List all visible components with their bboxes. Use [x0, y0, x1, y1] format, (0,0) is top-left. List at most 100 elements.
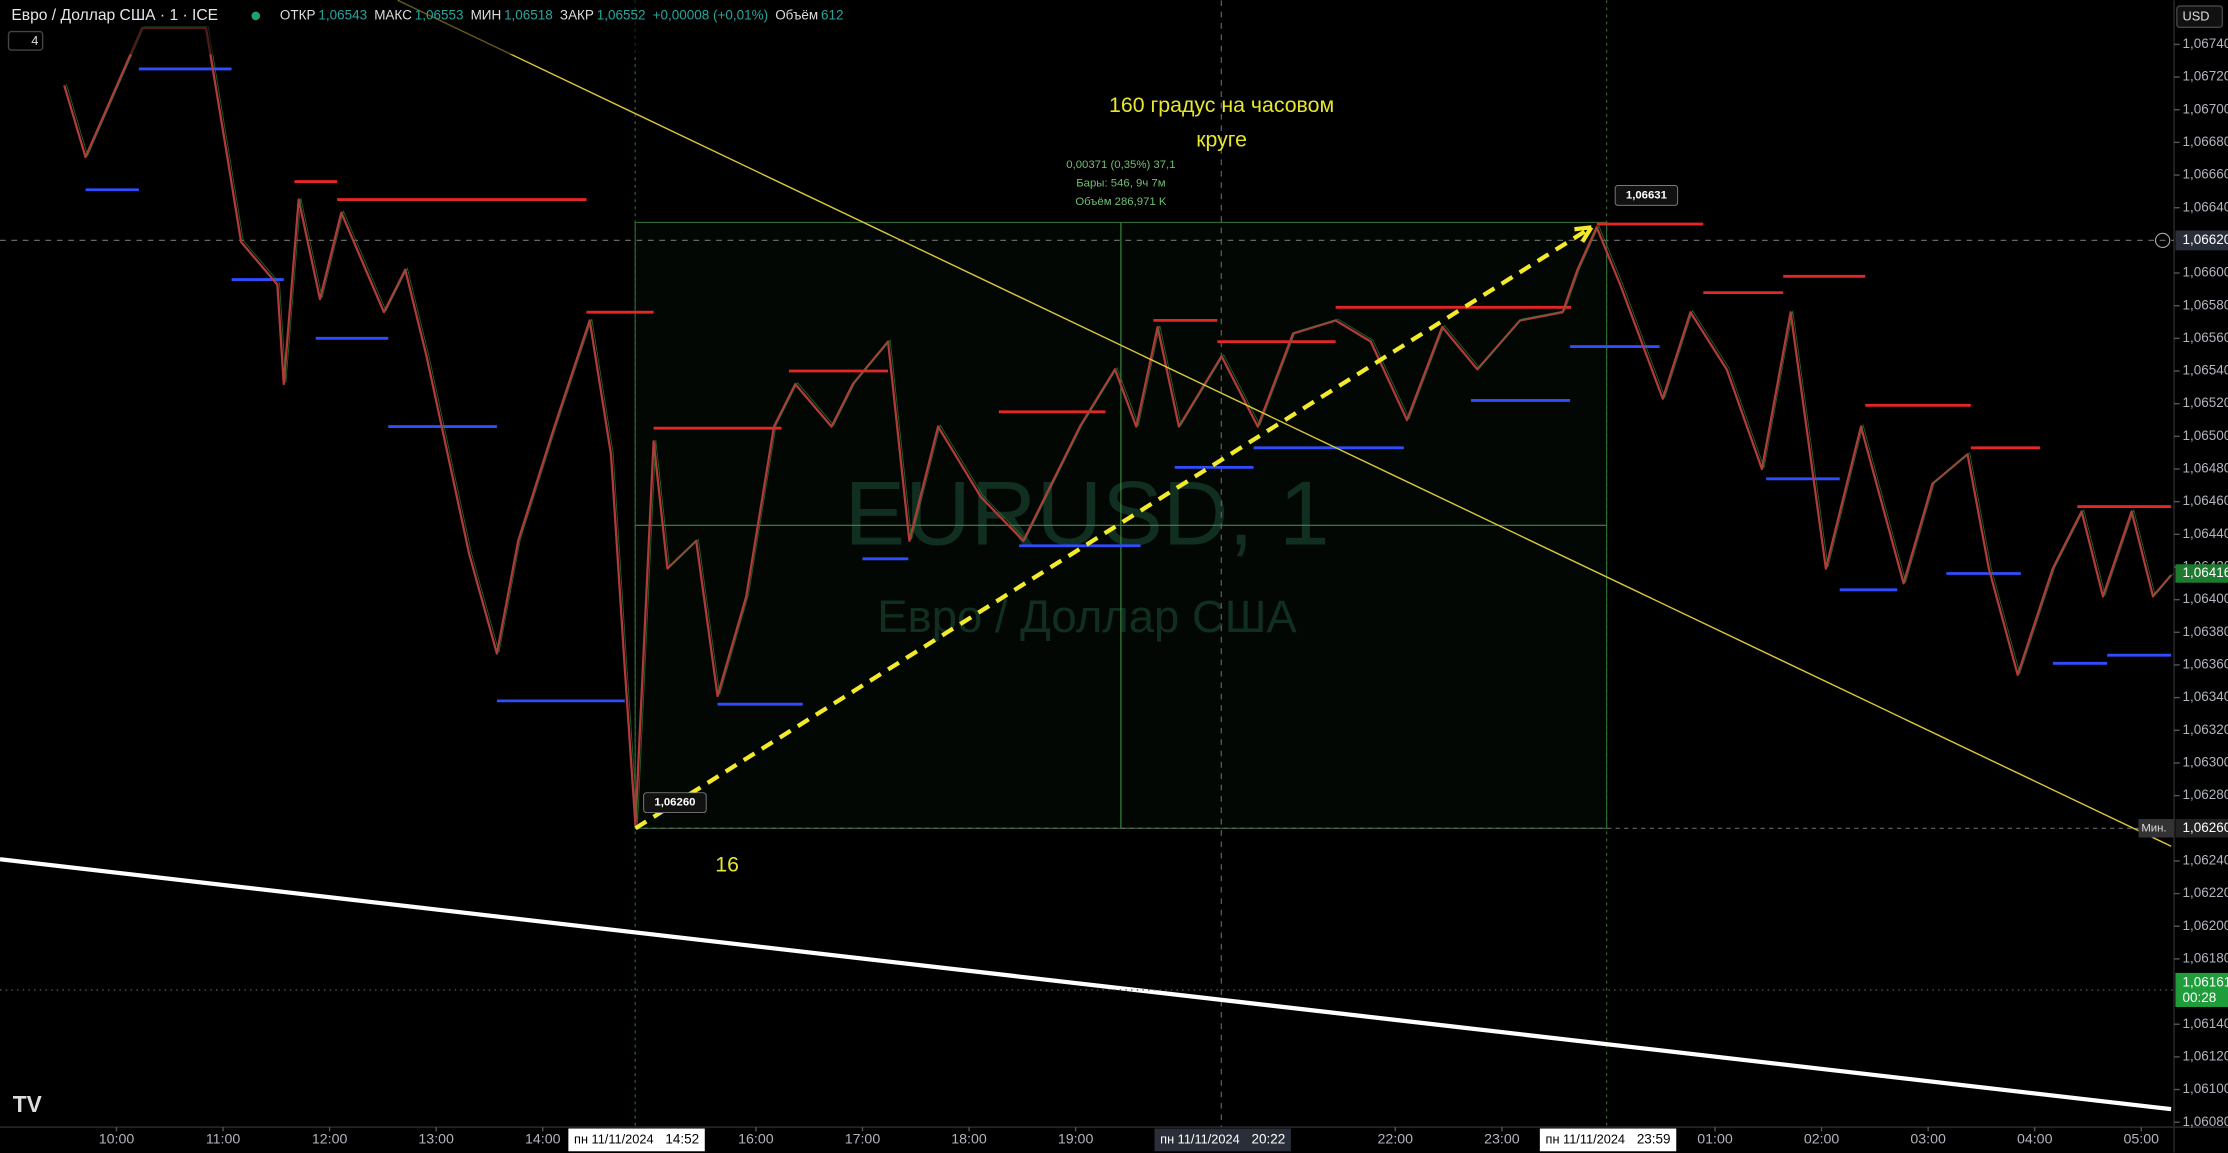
y-tick-label: 1,06120 — [2183, 1048, 2228, 1063]
x-tick-label: 16:00 — [738, 1132, 774, 1148]
interval-badge: 4 — [31, 33, 38, 48]
y-tick-label: 1,06680 — [2183, 134, 2228, 149]
y-tick-label: 1,06460 — [2183, 493, 2228, 508]
badge-tag: Мин. — [2141, 822, 2166, 834]
y-tick-label: 1,06480 — [2183, 461, 2228, 476]
time-badge-date: пн 11/11/2024 — [1546, 1131, 1626, 1146]
annotation: 160 градус на часовом — [1109, 93, 1334, 117]
price-tag-bg — [1614, 185, 1679, 206]
y-tick-label: 1,06220 — [2183, 885, 2228, 900]
ohlc-key: МАКС — [374, 8, 412, 23]
y-tick-label: 1,06440 — [2183, 526, 2228, 541]
time-badge-bg — [1539, 1128, 1677, 1152]
status-dot — [251, 11, 261, 21]
currency: USD — [2183, 9, 2210, 24]
ohlc-value: 1,06518 — [504, 8, 553, 23]
x-tick-label: 02:00 — [1804, 1132, 1840, 1148]
x-tick-label: 13:00 — [418, 1132, 454, 1148]
x-tick-label: 03:00 — [1910, 1132, 1946, 1148]
price-badge-bg — [2175, 972, 2228, 1007]
annotation: 16 — [715, 852, 739, 876]
arrow-line — [634, 225, 1593, 831]
y-tick-label: 1,06640 — [2183, 199, 2228, 214]
trend-line — [0, 857, 2172, 1112]
x-tick-label: 04:00 — [2017, 1132, 2053, 1148]
price-tag: 1,06631 — [1626, 189, 1667, 201]
change: +0,00008 (+0,01%) — [653, 8, 768, 23]
y-tick-label: 1,06100 — [2183, 1081, 2228, 1096]
y-tick-label: 1,06520 — [2183, 395, 2228, 410]
x-tick-label: 01:00 — [1697, 1132, 1733, 1148]
time-badge-bg — [1154, 1128, 1291, 1152]
ohlc-value: 1,06553 — [415, 8, 464, 23]
x-tick-label: 11:00 — [206, 1132, 241, 1148]
y-tick-label: 1,06200 — [2183, 918, 2228, 933]
time-badge-bg — [568, 1128, 705, 1152]
y-tick-label: 1,06660 — [2183, 167, 2228, 182]
measure-stat: 0,00371 (0,35%) 37,1 — [1066, 159, 1175, 171]
volume-key: Объём — [775, 8, 818, 23]
countdown: 00:28 — [2183, 990, 2217, 1005]
interval-badge-bg — [7, 30, 44, 51]
time-badge-date: пн 11/11/2024 — [1160, 1131, 1240, 1146]
ohlc-value: 1,06552 — [597, 8, 646, 23]
y-tick-label: 1,06560 — [2183, 330, 2228, 345]
y-tick-label: 1,06600 — [2183, 265, 2228, 280]
price-badge: 1,06416 — [2183, 565, 2228, 580]
y-tick-label: 1,06500 — [2183, 428, 2228, 443]
ohlc-value: 1,06543 — [318, 8, 367, 23]
ohlc-key: ЗАКР — [560, 8, 594, 23]
time-badge-time: 23:59 — [1637, 1131, 1671, 1146]
x-tick-label: 22:00 — [1378, 1132, 1414, 1148]
y-tick-label: 1,06320 — [2183, 722, 2228, 737]
ohlc-key: ОТКР — [280, 8, 316, 23]
annotation: круге — [1196, 127, 1247, 151]
y-tick-label: 1,06740 — [2183, 36, 2228, 51]
price-badge-bg — [2175, 819, 2228, 838]
x-tick-label: 05:00 — [2124, 1132, 2160, 1148]
y-tick-label: 1,06700 — [2183, 101, 2228, 116]
ohlc-key: МИН — [471, 8, 502, 23]
x-tick-label: 18:00 — [951, 1132, 987, 1148]
x-tick-label: 19:00 — [1058, 1132, 1094, 1148]
header-bg — [0, 0, 796, 55]
y-tick-label: 1,06720 — [2183, 69, 2228, 84]
currency-bg — [2176, 5, 2224, 29]
x-tick-label: 23:00 — [1484, 1132, 1520, 1148]
measure-stat: Объём 286,971 K — [1075, 196, 1167, 208]
y-tick-label: 1,06360 — [2183, 657, 2228, 672]
y-tick-label: 1,06300 — [2183, 755, 2228, 770]
price-tag: 1,06260 — [654, 797, 695, 809]
time-badge-time: 14:52 — [665, 1131, 699, 1146]
x-tick-label: 12:00 — [312, 1132, 348, 1148]
price-line — [63, 26, 2173, 827]
price-badge-bg — [2175, 564, 2228, 583]
y-tick-label: 1,06380 — [2183, 624, 2228, 639]
x-tick-label: 10:00 — [99, 1132, 135, 1148]
time-badge-date: пн 11/11/2024 — [574, 1131, 654, 1146]
y-tick-label: 1,06180 — [2183, 950, 2228, 965]
crosshair-price: 1,06620 — [2183, 232, 2228, 247]
measure-stat: Бары: 546, 9ч 7м — [1076, 178, 1166, 190]
price-badge: 1,06260 — [2183, 820, 2228, 835]
x-tick-label: 17:00 — [845, 1132, 881, 1148]
price-line-shade — [65, 26, 2174, 824]
price-badge: 1,06161 — [2183, 974, 2228, 989]
y-tick-label: 1,06540 — [2183, 363, 2228, 378]
price-badge-bg — [2175, 230, 2228, 251]
crosshair-plus — [2154, 232, 2171, 249]
y-tick-label: 1,06340 — [2183, 689, 2228, 704]
y-tick-label: 1,06080 — [2183, 1114, 2228, 1129]
arrow-head — [1574, 225, 1594, 243]
y-tick-label: 1,06140 — [2183, 1016, 2228, 1031]
badge-tag-bg — [2138, 819, 2175, 838]
trend-line — [397, 0, 2172, 847]
volume: 612 — [821, 8, 844, 23]
x-tick-label: 14:00 — [525, 1132, 561, 1148]
y-tick-label: 1,06240 — [2183, 852, 2228, 867]
price-tag-bg — [643, 792, 707, 814]
y-tick-label: 1,06280 — [2183, 787, 2228, 802]
